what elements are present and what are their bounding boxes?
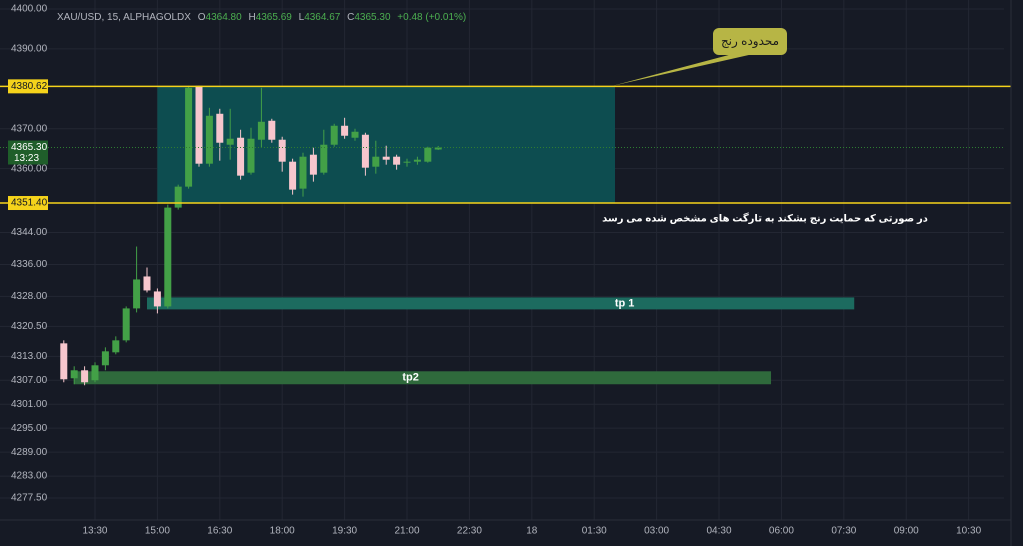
x-tick-label: 01:30 bbox=[582, 526, 607, 537]
candle-body bbox=[237, 137, 245, 176]
x-tick-label: 19:30 bbox=[332, 526, 357, 537]
x-tick-label: 13:30 bbox=[82, 526, 107, 537]
target-label: tp 1 bbox=[615, 297, 635, 309]
callout-box bbox=[713, 28, 787, 55]
x-tick-label: 07:30 bbox=[831, 526, 856, 537]
candle-body bbox=[216, 113, 224, 143]
candle-body bbox=[382, 156, 390, 160]
last-price-box bbox=[8, 140, 48, 165]
candle-body bbox=[143, 276, 151, 291]
candle-body bbox=[226, 138, 234, 145]
legend-key: C bbox=[347, 12, 354, 23]
y-tick-label: 4390.00 bbox=[11, 44, 48, 55]
candle-body bbox=[268, 120, 276, 140]
legend-value: 4364.80 bbox=[206, 12, 243, 23]
candle-body bbox=[413, 159, 421, 162]
y-tick-label: 4344.00 bbox=[11, 227, 48, 238]
x-tick-label: 22:30 bbox=[457, 526, 482, 537]
x-tick-label: 18 bbox=[526, 526, 538, 537]
legend-key: L bbox=[299, 12, 305, 23]
y-tick-label: 4370.00 bbox=[11, 123, 48, 134]
candle-body bbox=[195, 85, 203, 164]
y-tick-label: 4400.00 bbox=[11, 4, 48, 15]
x-tick-label: 03:00 bbox=[644, 526, 669, 537]
y-tick-label: 4283.00 bbox=[11, 471, 48, 482]
price-label-box bbox=[8, 79, 48, 94]
x-tick-label: 16:30 bbox=[207, 526, 232, 537]
legend-key: H bbox=[248, 12, 255, 23]
candle-body bbox=[60, 343, 68, 380]
candle-body bbox=[257, 121, 265, 140]
candle-body bbox=[299, 156, 307, 189]
y-tick-label: 4295.00 bbox=[11, 423, 48, 434]
y-tick-label: 4320.50 bbox=[11, 321, 48, 332]
candle-body bbox=[278, 139, 286, 162]
candle-body bbox=[153, 291, 161, 307]
x-tick-label: 21:00 bbox=[394, 526, 419, 537]
x-tick-label: 18:00 bbox=[270, 526, 295, 537]
x-tick-label: 06:00 bbox=[769, 526, 794, 537]
candle-body bbox=[101, 351, 109, 366]
candle-body bbox=[70, 370, 78, 379]
callout: محدوده رنج bbox=[612, 28, 787, 86]
x-tick-label: 09:00 bbox=[894, 526, 919, 537]
candle-body bbox=[434, 147, 442, 150]
candle-body bbox=[174, 186, 182, 208]
overlay: 13:30 15:00 16:30 18:00 19:30 21:00 22:30 18 01:… bbox=[0, 4, 1011, 537]
target-zone bbox=[146, 297, 855, 310]
target-zone bbox=[74, 371, 772, 385]
candle-body bbox=[403, 161, 411, 163]
candles bbox=[60, 85, 442, 386]
legend-value: 4365.30 bbox=[354, 12, 391, 23]
price-label: 4351.40 bbox=[11, 198, 48, 209]
y-tick-label: 4360.00 bbox=[11, 163, 48, 174]
candle-body bbox=[112, 340, 120, 353]
candle-body bbox=[81, 370, 89, 383]
callout-pointer bbox=[612, 52, 762, 86]
candle-body bbox=[424, 147, 432, 162]
range-box bbox=[157, 86, 616, 204]
candle-body bbox=[185, 87, 193, 187]
candle-body bbox=[330, 125, 338, 145]
x-tick-label: 15:00 bbox=[145, 526, 170, 537]
y-tick-label: 4328.00 bbox=[11, 291, 48, 302]
symbol: XAU/USD, 15, ALPHAGOLDX bbox=[57, 12, 191, 23]
legend-value: 4365.69 bbox=[256, 12, 293, 23]
candle-body bbox=[133, 279, 141, 309]
candle-body bbox=[247, 138, 255, 173]
callout-text: محدوده رنج bbox=[721, 34, 779, 49]
candle-body bbox=[320, 144, 328, 173]
last-price-label: 4365.30 bbox=[11, 142, 48, 153]
candle-body bbox=[372, 156, 380, 167]
countdown-label: 13:23 bbox=[14, 153, 39, 164]
candle-body bbox=[289, 161, 297, 190]
price-label: 4380.62 bbox=[11, 81, 48, 92]
y-tick-label: 4289.00 bbox=[11, 447, 48, 458]
legend-change: +0.48 (+0.01%) bbox=[397, 12, 466, 23]
target-label: tp2 bbox=[402, 372, 419, 384]
y-tick-label: 4307.00 bbox=[11, 375, 48, 386]
price-label-box bbox=[8, 196, 48, 211]
y-tick-label: 4277.50 bbox=[11, 493, 48, 504]
x-tick-label: 04:30 bbox=[707, 526, 732, 537]
y-tick-label: 4313.00 bbox=[11, 351, 48, 362]
candle-body bbox=[122, 308, 130, 341]
candle-body bbox=[393, 156, 401, 165]
x-tick-label: 10:30 bbox=[956, 526, 981, 537]
y-tick-label: 4301.00 bbox=[11, 399, 48, 410]
candle-body bbox=[91, 365, 99, 381]
candle-body bbox=[309, 154, 317, 175]
y-tick-label: 4336.00 bbox=[11, 259, 48, 270]
annotation: در صورتی که حمایت رنج بشکند به تارگت های… bbox=[602, 212, 928, 225]
candle-body bbox=[351, 131, 359, 138]
chart-legend: XAU/USD, 15, ALPHAGOLDX O4364.80 H4365.6… bbox=[57, 12, 466, 23]
candle-body bbox=[164, 207, 172, 307]
legend-value: 4364.67 bbox=[304, 12, 341, 23]
candle-body bbox=[361, 134, 369, 168]
candle-body bbox=[205, 115, 213, 164]
legend-key: O bbox=[198, 12, 206, 23]
candle-body bbox=[341, 125, 349, 136]
